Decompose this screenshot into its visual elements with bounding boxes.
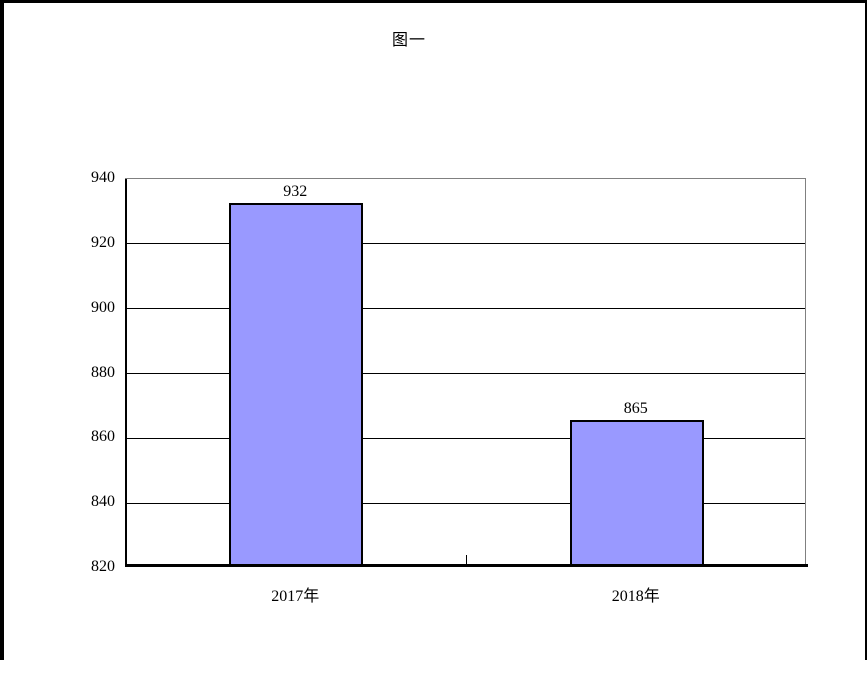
y-tick-label: 940 <box>91 169 115 186</box>
bar-value-label: 932 <box>283 182 308 200</box>
chart-title: 图一 <box>391 32 426 49</box>
y-tick-label: 920 <box>91 233 115 251</box>
x-tick-label: 2017年 <box>271 588 320 605</box>
category-boundary-tick <box>466 555 467 566</box>
x-tick-label: 2018年 <box>611 588 660 605</box>
gridline <box>126 373 805 374</box>
y-axis-line <box>125 179 127 566</box>
plot-area <box>125 178 808 567</box>
y-tick-label: 900 <box>91 298 115 316</box>
gridline <box>126 243 805 245</box>
y-tick-label: 880 <box>91 363 115 381</box>
y-tick-label: 860 <box>91 428 115 446</box>
gridline <box>126 437 805 439</box>
y-tick-label: 840 <box>91 493 115 511</box>
bar-2017年 <box>229 202 364 566</box>
gridline <box>126 502 805 504</box>
bar-2018年 <box>569 420 704 566</box>
gridline <box>126 308 805 310</box>
bar-value-label: 865 <box>623 400 648 418</box>
y-tick-label: 820 <box>91 558 115 575</box>
